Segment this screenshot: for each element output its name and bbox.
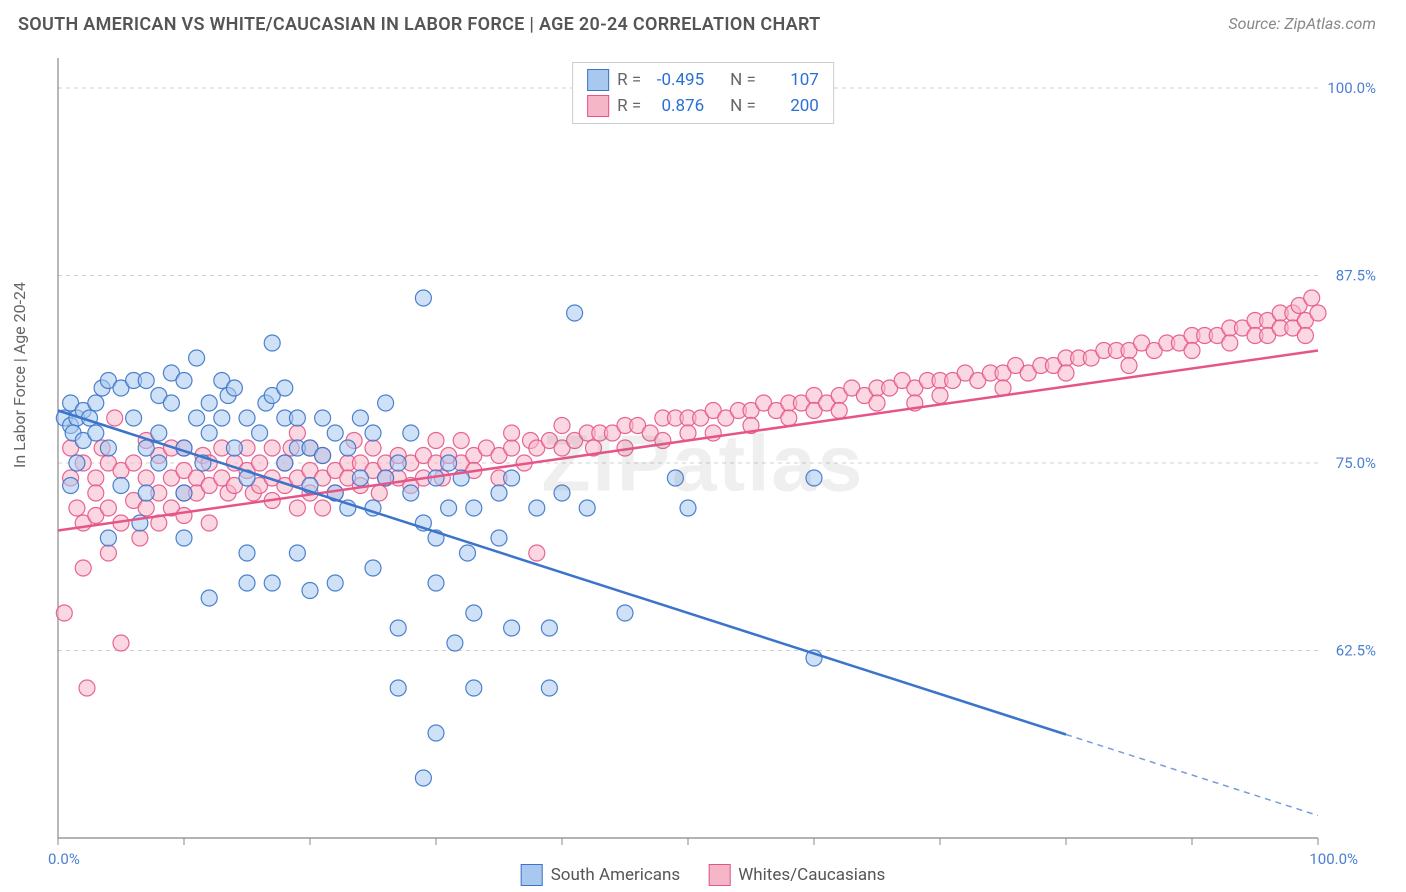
chart-container: In Labor Force | Age 20-24 R = -0.495 N … [18, 48, 1388, 888]
n-label: N = [730, 70, 756, 90]
legend-label-a: South Americans [551, 865, 681, 885]
chart-svg: 62.5% 75.0% 87.5% 100.0% [18, 48, 1388, 888]
x-axis-label-right: 100.0% [1309, 850, 1358, 868]
legend-swatch-a [521, 864, 543, 886]
legend-swatch-b [708, 864, 730, 886]
svg-text:87.5%: 87.5% [1336, 267, 1376, 285]
y-axis-label: In Labor Force | Age 20-24 [10, 282, 29, 468]
n-value-a: 107 [764, 70, 819, 90]
stats-row-series-b: R = 0.876 N = 200 [587, 93, 819, 119]
bottom-legend: South Americans Whites/Caucasians [521, 864, 886, 886]
chart-title: SOUTH AMERICAN VS WHITE/CAUCASIAN IN LAB… [18, 14, 821, 35]
stats-row-series-a: R = -0.495 N = 107 [587, 67, 819, 93]
r-value-b: 0.876 [649, 96, 704, 116]
legend-label-b: Whites/Caucasians [738, 865, 885, 885]
n-label: N = [730, 96, 756, 116]
legend-item-a: South Americans [521, 864, 681, 886]
swatch-series-a [587, 69, 609, 91]
correlation-stats-box: R = -0.495 N = 107 R = 0.876 N = 200 [572, 62, 834, 124]
source-attribution: Source: ZipAtlas.com [1228, 14, 1376, 33]
r-label: R = [617, 70, 641, 90]
x-axis-label-left: 0.0% [48, 850, 80, 868]
r-label: R = [617, 96, 641, 116]
svg-text:100.0%: 100.0% [1327, 79, 1376, 97]
legend-item-b: Whites/Caucasians [708, 864, 885, 886]
svg-text:75.0%: 75.0% [1336, 454, 1376, 472]
svg-text:62.5%: 62.5% [1336, 642, 1376, 660]
swatch-series-b [587, 95, 609, 117]
r-value-a: -0.495 [649, 70, 704, 90]
n-value-b: 200 [764, 96, 819, 116]
